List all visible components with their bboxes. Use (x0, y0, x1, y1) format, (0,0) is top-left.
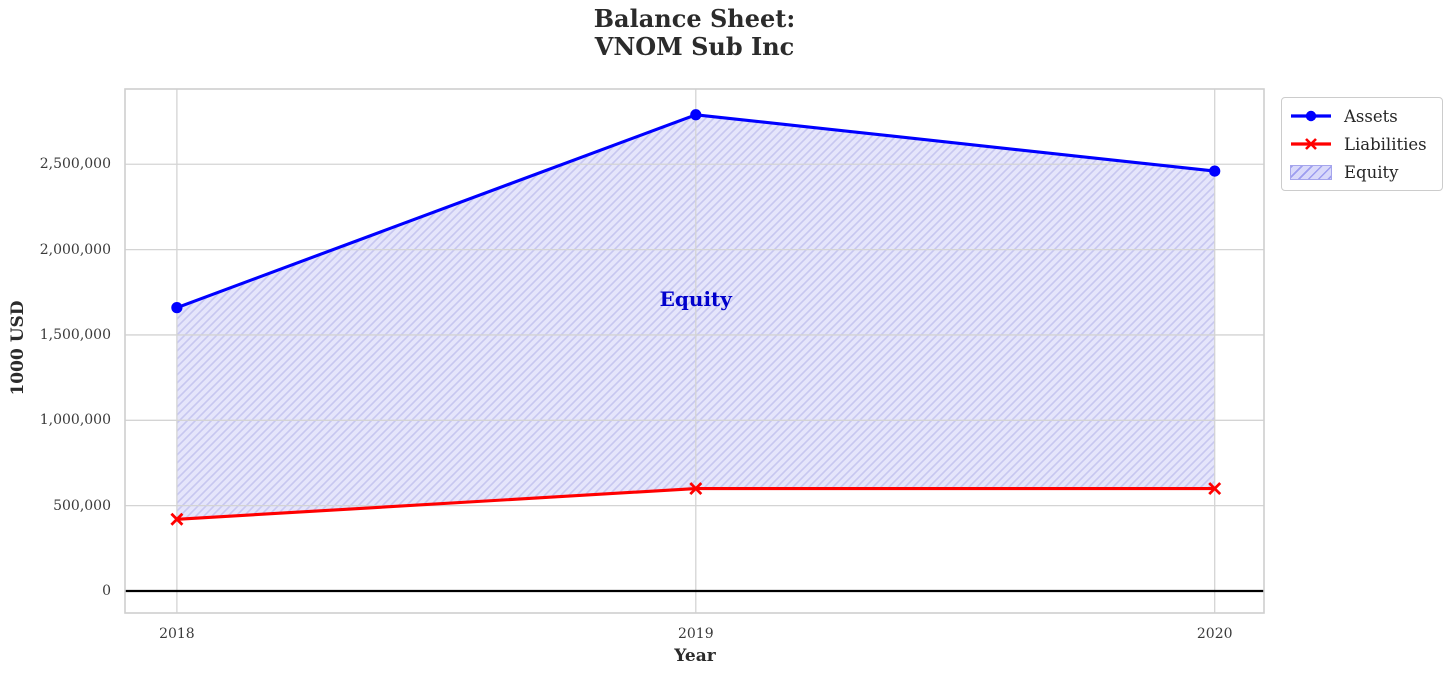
y-tick-label-2500000: 2,500,000 (39, 156, 111, 173)
liabilities-marker (1208, 482, 1222, 496)
chart-title-line2: VNOM Sub Inc (594, 32, 795, 61)
y-tick-label-2000000: 2,000,000 (39, 241, 111, 258)
legend: Assets Liabilities Equity (1281, 97, 1443, 191)
legend-label-equity: Equity (1344, 162, 1399, 182)
equity-hatch-swatch-icon (1290, 163, 1332, 181)
assets-marker (690, 109, 702, 121)
x-tick-label-2020: 2020 (1196, 626, 1233, 642)
y-axis-tick-labels: 0 500,000 1,000,000 1,500,000 2,000,000 … (0, 0, 111, 676)
assets-marker (171, 302, 183, 314)
y-tick-label-1500000: 1,500,000 (39, 326, 111, 343)
plot-frame-layer (124, 88, 1265, 614)
chart-title: Balance Sheet: VNOM Sub Inc (125, 5, 1264, 61)
x-tick-label-2018: 2018 (159, 626, 195, 642)
legend-item-assets: Assets (1290, 102, 1434, 130)
chart-title-line1: Balance Sheet: (593, 4, 796, 33)
legend-item-equity: Equity (1290, 158, 1434, 186)
legend-item-liabilities: Liabilities (1290, 130, 1434, 158)
liabilities-marker (689, 482, 703, 496)
liabilities-line-marker-icon (1290, 135, 1332, 153)
series-layer (170, 109, 1222, 526)
plot-border (124, 88, 1265, 614)
assets-marker (1209, 165, 1221, 177)
equity-area-annotation: Equity (659, 287, 732, 312)
assets-line-marker-icon (1290, 107, 1332, 125)
x-axis-label: Year (674, 646, 716, 666)
legend-label-assets: Assets (1344, 106, 1398, 126)
legend-label-liabilities: Liabilities (1344, 134, 1427, 154)
y-tick-label-1000000: 1,000,000 (39, 412, 111, 429)
y-tick-label-0: 0 (102, 582, 111, 599)
liabilities-marker (170, 512, 184, 526)
x-tick-label-2019: 2019 (677, 626, 714, 642)
y-tick-label-500000: 500,000 (53, 497, 111, 514)
